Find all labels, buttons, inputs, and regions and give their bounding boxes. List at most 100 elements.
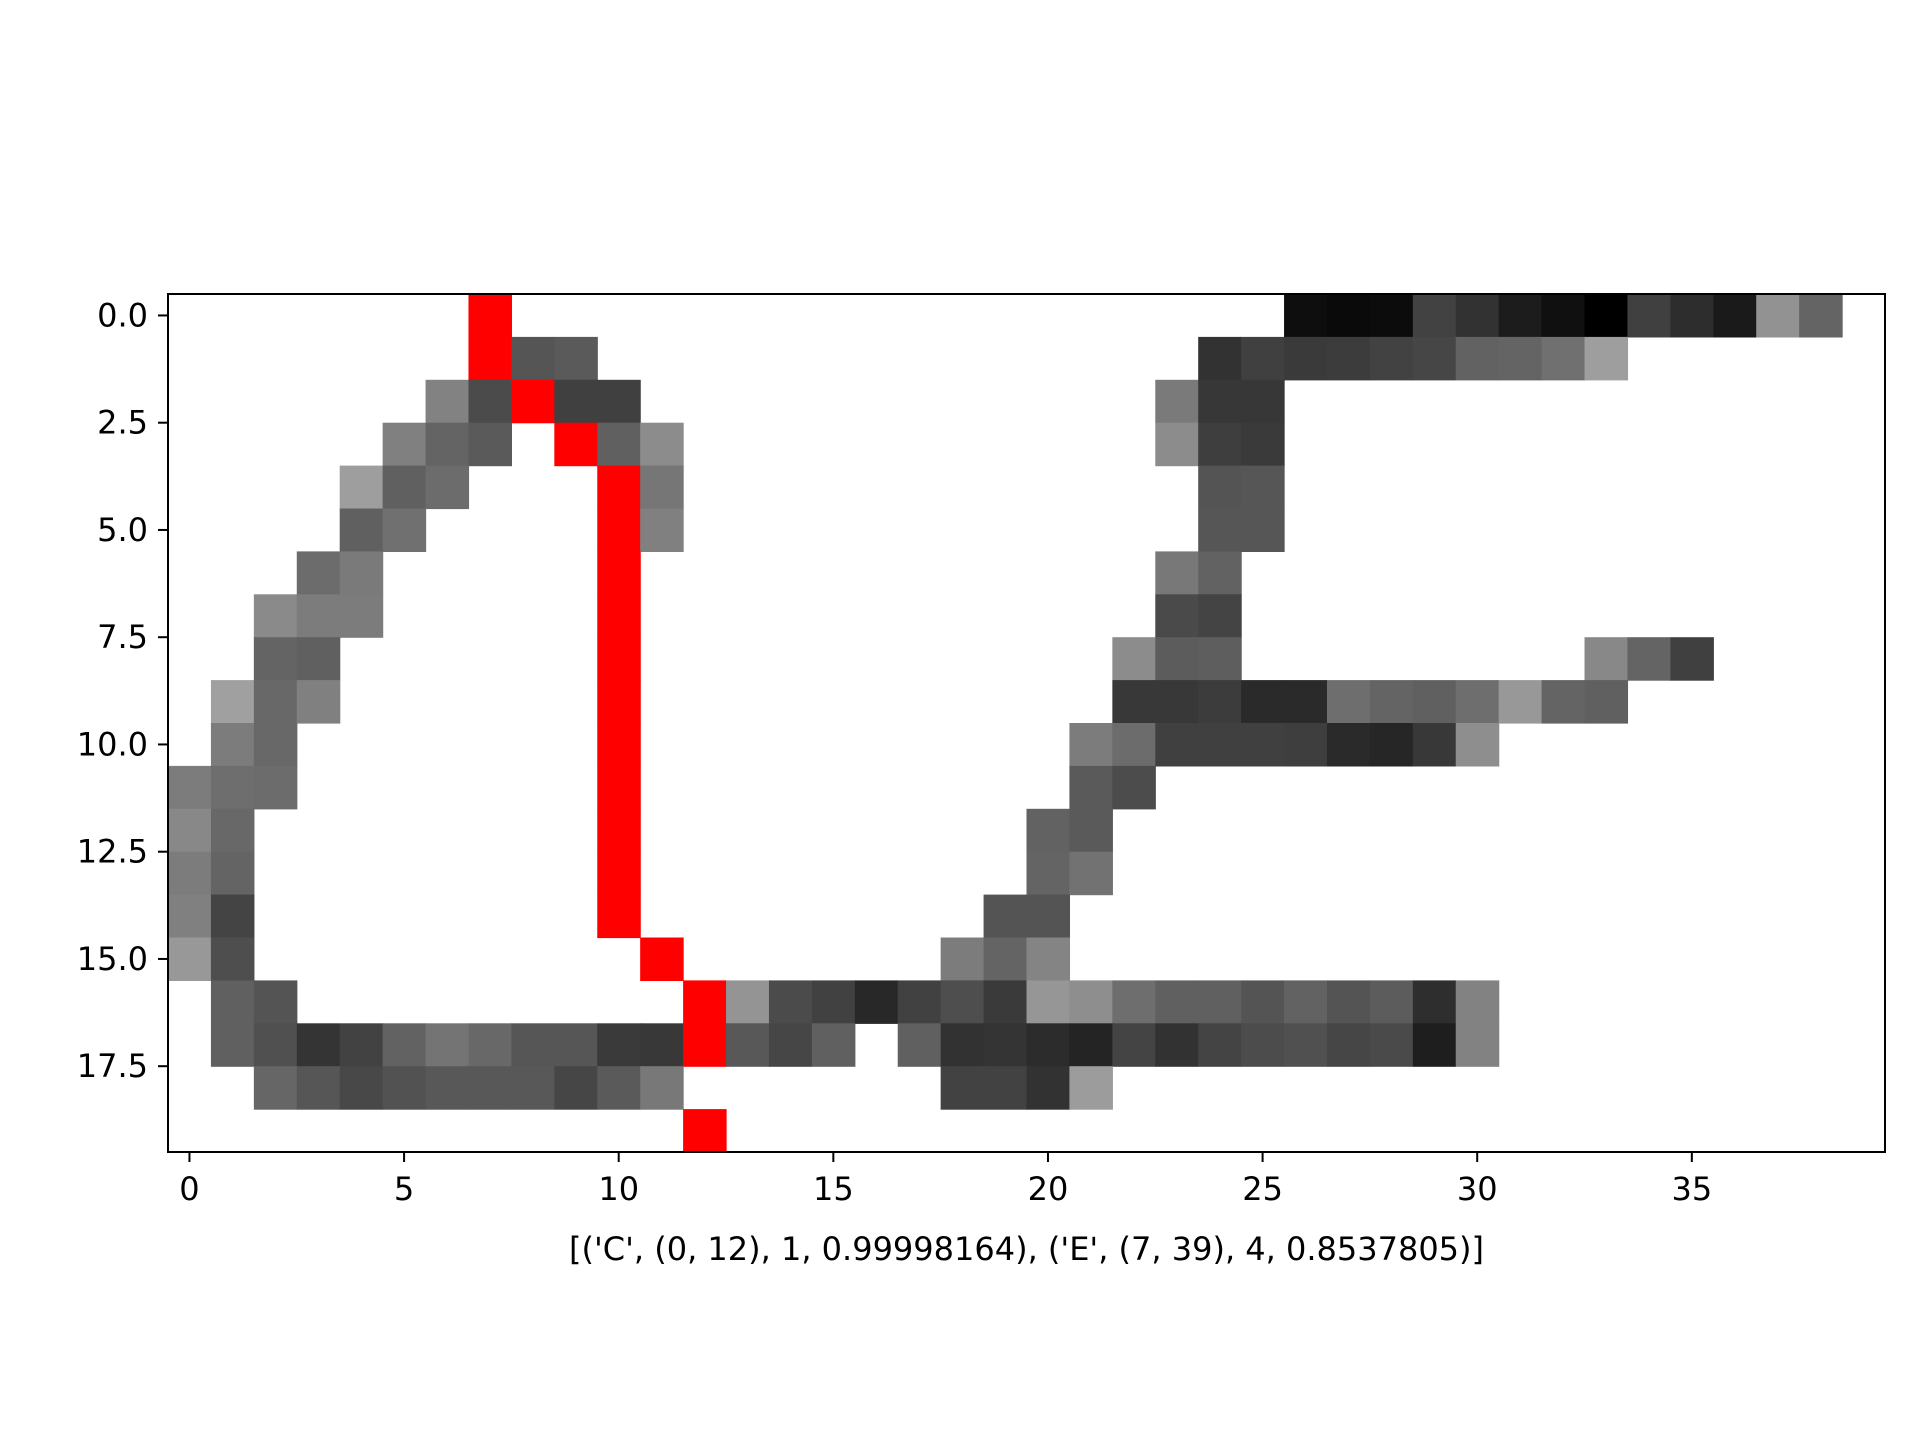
heatmap-pixel bbox=[253, 680, 298, 724]
heatmap-pixel bbox=[768, 980, 813, 1024]
x-tick-label: 25 bbox=[1242, 1170, 1283, 1208]
heatmap-pixel bbox=[1069, 980, 1113, 1024]
heatmap-pixel bbox=[1369, 723, 1414, 767]
x-axis: 0 5 10 15 20 25 30 35 bbox=[179, 1152, 1712, 1208]
heatmap-pixel bbox=[296, 1023, 341, 1067]
heatmap-pixel bbox=[1799, 294, 1843, 338]
heatmap-pixel bbox=[1069, 1066, 1113, 1110]
segment-pixel-red bbox=[683, 1109, 727, 1153]
segment-pixel-red bbox=[554, 422, 598, 467]
segment-pixel-red bbox=[597, 551, 641, 595]
heatmap-pixel bbox=[253, 1066, 298, 1110]
heatmap-pixel bbox=[1284, 723, 1328, 767]
heatmap-pixel bbox=[382, 1066, 427, 1110]
heatmap-pixel bbox=[210, 851, 255, 896]
heatmap-pixel bbox=[1198, 1023, 1242, 1067]
y-tick-label: 17.5 bbox=[77, 1047, 148, 1085]
heatmap-pixel bbox=[339, 1066, 384, 1110]
heatmap-pixel bbox=[511, 1066, 555, 1110]
heatmap-pixel bbox=[1326, 1023, 1371, 1067]
y-axis: 0.0 2.5 5.0 7.5 10.0 12.5 15.0 17.5 bbox=[77, 296, 168, 1085]
heatmap-pixel bbox=[1026, 1066, 1071, 1110]
heatmap-pixel bbox=[983, 980, 1028, 1024]
segment-pixel-red bbox=[597, 765, 641, 810]
heatmap-pixel bbox=[210, 937, 255, 981]
heatmap-pixel bbox=[1369, 680, 1414, 724]
heatmap-pixel bbox=[1026, 894, 1071, 939]
heatmap-pixel bbox=[1412, 980, 1457, 1024]
heatmap-pixel bbox=[339, 508, 384, 552]
heatmap-pixel bbox=[1155, 637, 1199, 681]
heatmap-pixel bbox=[1326, 723, 1371, 767]
heatmap-pixel bbox=[425, 422, 470, 467]
heatmap-pixel bbox=[1541, 336, 1586, 381]
heatmap-pixel bbox=[1670, 294, 1714, 338]
y-tick-label: 15.0 bbox=[77, 940, 148, 978]
plot-area bbox=[167, 293, 1886, 1153]
heatmap-pixel bbox=[1541, 680, 1586, 724]
segment-pixel-red bbox=[468, 336, 512, 381]
heatmap-pixel bbox=[210, 1023, 255, 1067]
heatmap-pixel bbox=[1026, 980, 1071, 1024]
heatmap-pixel bbox=[1241, 723, 1285, 767]
heatmap-pixel bbox=[1584, 336, 1629, 381]
heatmap-pixel bbox=[1155, 680, 1199, 724]
heatmap-pixel bbox=[1198, 723, 1242, 767]
segment-pixel-red bbox=[683, 980, 727, 1024]
heatmap-pixel bbox=[1155, 551, 1199, 595]
segment-pixel-red bbox=[597, 465, 641, 510]
heatmap-pixel bbox=[1241, 379, 1285, 424]
heatmap-pixel bbox=[726, 980, 770, 1024]
heatmap-pixel bbox=[296, 637, 341, 681]
heatmap-pixel bbox=[1241, 508, 1285, 552]
heatmap-pixel bbox=[640, 465, 684, 510]
heatmap-pixel bbox=[1069, 723, 1113, 767]
heatmap-pixel bbox=[468, 1023, 512, 1067]
heatmap-pixel bbox=[1198, 379, 1242, 424]
y-tick-label: 12.5 bbox=[77, 833, 148, 871]
heatmap-pixel bbox=[1112, 1023, 1156, 1067]
heatmap-pixel bbox=[983, 937, 1028, 981]
plot-frame bbox=[167, 293, 1886, 1153]
heatmap-pixel bbox=[1756, 294, 1800, 338]
heatmap-pixel bbox=[339, 465, 384, 510]
y-tick-label: 2.5 bbox=[97, 404, 148, 442]
heatmap-pixel bbox=[296, 551, 341, 595]
heatmap-pixel bbox=[1026, 808, 1071, 853]
heatmap-pixel bbox=[210, 980, 255, 1024]
segment-pixel-red bbox=[683, 1023, 727, 1067]
heatmap-pixel bbox=[1284, 1023, 1328, 1067]
heatmap-pixel bbox=[425, 1066, 470, 1110]
heatmap-pixel bbox=[1412, 294, 1457, 338]
heatmap-pixel bbox=[1069, 851, 1113, 896]
segment-pixel-red bbox=[511, 379, 555, 424]
heatmap-pixel bbox=[210, 765, 255, 810]
heatmap-pixel bbox=[1369, 1023, 1414, 1067]
heatmap-pixel bbox=[597, 379, 641, 424]
heatmap-pixel bbox=[210, 808, 255, 853]
heatmap-pixel bbox=[339, 1023, 384, 1067]
heatmap-pixel bbox=[1455, 336, 1500, 381]
heatmap-pixel bbox=[253, 980, 298, 1024]
y-tick-label: 10.0 bbox=[77, 725, 148, 763]
heatmap-pixel bbox=[1155, 723, 1199, 767]
heatmap-pixel bbox=[1112, 723, 1156, 767]
heatmap-pixel bbox=[1284, 294, 1328, 338]
heatmap-pixel bbox=[425, 379, 470, 424]
heatmap-pixel bbox=[1584, 637, 1629, 681]
heatmap-pixel bbox=[1026, 851, 1071, 896]
heatmap-pixel bbox=[468, 1066, 512, 1110]
heatmap-pixel bbox=[1069, 1023, 1113, 1067]
heatmap-pixel bbox=[1369, 980, 1414, 1024]
heatmap-pixel bbox=[1284, 336, 1328, 381]
heatmap-pixel bbox=[253, 765, 298, 810]
heatmap-pixel bbox=[897, 980, 942, 1024]
heatmap-pixel bbox=[1713, 294, 1757, 338]
heatmap-pixel bbox=[640, 1023, 684, 1067]
heatmap-pixel bbox=[1026, 1023, 1071, 1067]
heatmap-pixel bbox=[468, 379, 512, 424]
heatmap-pixel bbox=[253, 637, 298, 681]
heatmap-pixel bbox=[382, 508, 427, 552]
heatmap-pixel bbox=[811, 1023, 856, 1067]
heatmap-pixel bbox=[1198, 422, 1242, 467]
